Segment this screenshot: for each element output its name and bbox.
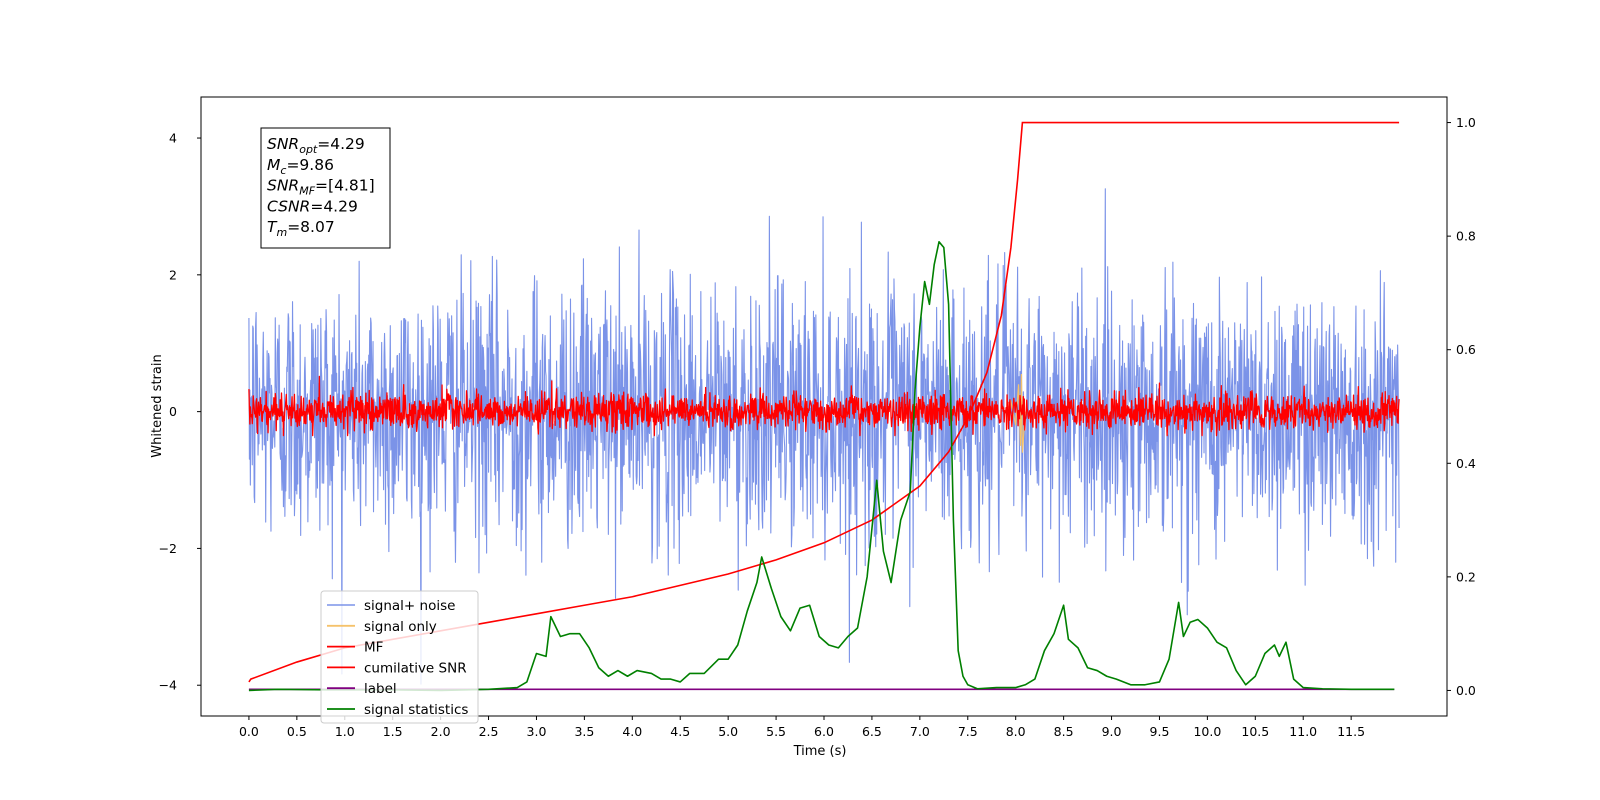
annotation-line: Tm=8.07: [267, 218, 335, 239]
y2-tick-label: 0.6: [1456, 342, 1476, 357]
y-tick-label: 2: [169, 267, 177, 282]
legend-item-label: signal only: [364, 619, 437, 635]
y-tick-label: 4: [169, 131, 177, 146]
x-tick-label: 9.0: [1102, 724, 1122, 739]
x-tick-label: 4.0: [622, 724, 642, 739]
x-tick-label: 3.5: [574, 724, 594, 739]
x-tick-label: 6.5: [862, 724, 882, 739]
y2-tick-label: 0.2: [1456, 569, 1476, 584]
x-tick-label: 2.0: [431, 724, 451, 739]
x-axis: 0.0 0.5 1.0 1.5 2.0 2.5 3.0 3.5 4.0 4.5 5.0 5.5 6.0 6…: [239, 716, 1365, 739]
x-tick-label: 0.5: [287, 724, 307, 739]
legend: signal+ noise signal only MF cumilative SNR…: [320, 590, 479, 724]
legend-item-label: label: [364, 681, 397, 697]
x-tick-label: 11.0: [1289, 724, 1317, 739]
legend-item-label: signal+ noise: [364, 598, 455, 614]
y2-tick-label: 0.8: [1456, 229, 1476, 244]
x-tick-label: 1.5: [383, 724, 403, 739]
x-tick-label: 10.5: [1241, 724, 1269, 739]
x-tick-label: 11.5: [1337, 724, 1365, 739]
x-tick-label: 6.0: [814, 724, 834, 739]
x-tick-label: 0.0: [239, 724, 259, 739]
legend-item-label: signal statistics: [364, 702, 468, 718]
y-tick-label: −4: [159, 678, 177, 693]
y-tick-label: 0: [169, 404, 177, 419]
y-axis-label: Whitened strain: [150, 354, 165, 457]
x-tick-label: 2.5: [479, 724, 499, 739]
legend-frame: [320, 590, 479, 724]
legend-item-label: MF: [364, 640, 383, 656]
x-tick-label: 7.0: [910, 724, 930, 739]
x-axis-label: Time (s): [793, 744, 847, 759]
annotation-line: SNRopt=4.29: [267, 135, 365, 156]
series-line-mf: [248, 375, 1400, 437]
x-tick-label: 10.0: [1193, 724, 1221, 739]
y-axis-left: −4 −2 0 2 4: [159, 131, 201, 693]
y-axis-right: 0.0 0.2 0.4 0.6 0.8 1.0: [1447, 115, 1476, 698]
annotation-line: SNRMF=[4.81]: [267, 177, 375, 198]
series-line-signal-noise: [248, 188, 1400, 685]
x-tick-label: 7.5: [958, 724, 978, 739]
x-tick-label: 8.0: [1006, 724, 1026, 739]
y2-tick-label: 0.4: [1456, 456, 1476, 471]
x-tick-label: 5.0: [718, 724, 738, 739]
series-line-signal-statistics: [248, 241, 1395, 692]
y-tick-label: −2: [159, 541, 177, 556]
y2-tick-label: 0.0: [1456, 683, 1476, 698]
annotation-line: Mc=9.86: [267, 156, 334, 177]
annotation-line: CSNR=4.29: [267, 197, 358, 215]
x-tick-label: 5.5: [766, 724, 786, 739]
x-tick-label: 4.5: [670, 724, 690, 739]
x-tick-label: 3.0: [527, 724, 547, 739]
y2-tick-label: 1.0: [1456, 115, 1476, 130]
x-tick-label: 8.5: [1054, 724, 1074, 739]
x-tick-label: 9.5: [1150, 724, 1170, 739]
legend-item-label: cumilative SNR: [364, 660, 467, 676]
annotation-frame: [260, 127, 391, 249]
x-tick-label: 1.0: [335, 724, 355, 739]
